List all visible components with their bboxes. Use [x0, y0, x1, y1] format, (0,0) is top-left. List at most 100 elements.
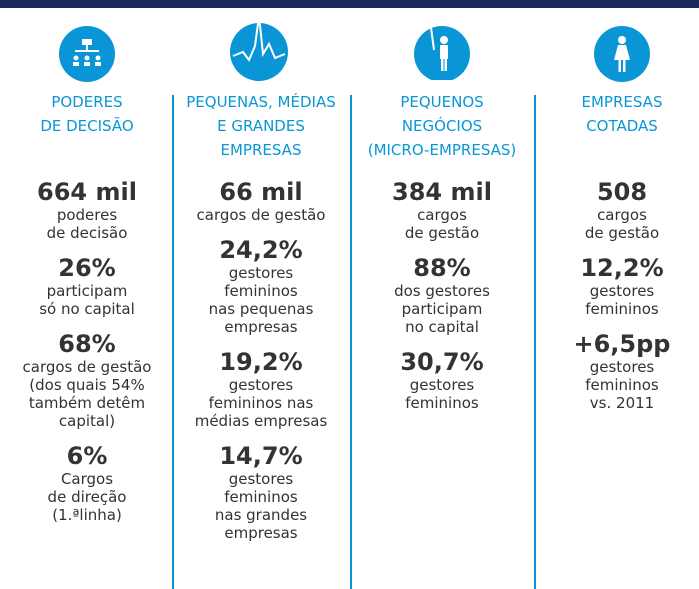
- desc-line: nas pequenas: [208, 300, 314, 318]
- desc-line: femininos: [585, 376, 659, 394]
- stat-desc: Cargos de direção (1.ªlinha): [0, 470, 175, 524]
- desc-line: dos gestores: [394, 282, 490, 300]
- desc-line: femininos: [585, 300, 659, 318]
- desc-line: também detêm: [28, 394, 146, 412]
- desc-line: de gestão: [584, 224, 660, 242]
- desc-line: capital): [58, 412, 116, 430]
- stat: 68% cargos de gestão (dos quais 54% também …: [0, 330, 175, 430]
- stat-value: 384 mil: [392, 178, 492, 206]
- stat-value: 6%: [66, 442, 108, 470]
- title-line: EMPRESAS: [581, 93, 663, 111]
- desc-line: (dos quais 54%: [29, 376, 145, 394]
- icon-chart: [230, 15, 288, 81]
- stat-desc: cargos de gestão: [173, 206, 349, 224]
- desc-line: femininos: [224, 488, 298, 506]
- desc-line: vs. 2011: [589, 394, 655, 412]
- desc-line: femininos nas: [208, 394, 314, 412]
- desc-line: empresas: [224, 524, 298, 542]
- desc-line: empresas: [224, 318, 298, 336]
- desc-line: gestores: [228, 376, 294, 394]
- desc-line: femininos: [224, 282, 298, 300]
- stat-desc: cargos de gestão: [354, 206, 530, 242]
- stat-desc: gestores femininos nas grandes empresas: [173, 470, 349, 542]
- desc-line: gestores: [228, 264, 294, 282]
- desc-line: gestores: [409, 376, 475, 394]
- title-line: NEGÓCIOS: [401, 117, 483, 135]
- desc-line: gestores: [228, 470, 294, 488]
- stat: 66 mil cargos de gestão: [173, 178, 349, 224]
- stat-desc: gestores femininos vs. 2011: [534, 358, 699, 412]
- icon-woman: [594, 26, 650, 82]
- stat: 6% Cargos de direção (1.ªlinha): [0, 442, 175, 524]
- stat: 508 cargos de gestão: [534, 178, 699, 242]
- stat-desc: gestores femininos nas pequenas empresas: [173, 264, 349, 336]
- icon-decision: [59, 26, 115, 82]
- stat-value: 508: [596, 178, 648, 206]
- stat-value: 88%: [413, 254, 471, 282]
- desc-line: cargos: [597, 206, 647, 224]
- title-line: (MICRO-EMPRESAS): [367, 141, 517, 159]
- stat-desc: gestores femininos: [534, 282, 699, 318]
- column-title: PEQUENOS NEGÓCIOS (MICRO-EMPRESAS): [354, 90, 530, 162]
- stat-value: +6,5pp: [573, 330, 671, 358]
- stat-value: 14,7%: [219, 442, 303, 470]
- desc-line: de gestão: [404, 224, 480, 242]
- desc-line: cargos de gestão: [22, 358, 152, 376]
- stat: 19,2% gestores femininos nas médias empresa…: [173, 348, 349, 430]
- desc-line: gestores: [589, 282, 655, 300]
- stat: 24,2% gestores femininos nas pequenas empres…: [173, 236, 349, 336]
- desc-line: cargos: [417, 206, 467, 224]
- stat: 88% dos gestores participam no capital: [354, 254, 530, 336]
- title-line: E GRANDES: [217, 117, 305, 135]
- stats: 384 mil cargos de gestão 88% dos gestores par…: [354, 178, 530, 424]
- stat: 14,7% gestores femininos nas grandes empresa…: [173, 442, 349, 542]
- divider: [172, 95, 174, 589]
- stat-desc: gestores femininos: [354, 376, 530, 412]
- desc-line: femininos: [405, 394, 479, 412]
- desc-line: (1.ªlinha): [52, 506, 122, 524]
- stat-desc: cargos de gestão (dos quais 54% também det…: [0, 358, 175, 430]
- desc-line: de decisão: [46, 224, 128, 242]
- icon-person-flag: [414, 19, 470, 80]
- stat-value: 26%: [58, 254, 116, 282]
- stats: 66 mil cargos de gestão 24,2% gestores femin…: [173, 178, 349, 554]
- stat-value: 68%: [58, 330, 116, 358]
- title-line: DE DECISÃO: [40, 117, 134, 135]
- stat-value: 66 mil: [219, 178, 303, 206]
- column-title: EMPRESAS COTADAS: [534, 90, 699, 138]
- stat-desc: gestores femininos nas médias empresas: [173, 376, 349, 430]
- stat-value: 24,2%: [219, 236, 303, 264]
- desc-line: poderes: [56, 206, 118, 224]
- title-line: PODERES: [51, 93, 123, 111]
- title-line: PEQUENAS, MÉDIAS: [186, 93, 336, 111]
- divider: [534, 95, 536, 589]
- stat-desc: participam só no capital: [0, 282, 175, 318]
- stat-value: 19,2%: [219, 348, 303, 376]
- desc-line: cargos de gestão: [196, 206, 326, 224]
- top-bar: [0, 0, 699, 8]
- desc-line: médias empresas: [194, 412, 328, 430]
- stat: 384 mil cargos de gestão: [354, 178, 530, 242]
- stat: 30,7% gestores femininos: [354, 348, 530, 412]
- desc-line: gestores: [589, 358, 655, 376]
- stat: 26% participam só no capital: [0, 254, 175, 318]
- stat-value: 30,7%: [400, 348, 484, 376]
- desc-line: no capital: [405, 318, 479, 336]
- stat-value: 12,2%: [580, 254, 664, 282]
- stat-value: 664 mil: [37, 178, 137, 206]
- desc-line: nas grandes: [214, 506, 308, 524]
- desc-line: participam: [46, 282, 128, 300]
- divider: [350, 95, 352, 589]
- stats: 664 mil poderes de decisão 26% participam só …: [0, 178, 175, 536]
- column-title: PEQUENAS, MÉDIAS E GRANDES EMPRESAS: [173, 90, 349, 162]
- title-line: PEQUENOS: [400, 93, 484, 111]
- title-line: COTADAS: [586, 117, 658, 135]
- desc-line: só no capital: [39, 300, 135, 318]
- stats: 508 cargos de gestão 12,2% gestores femininos…: [534, 178, 699, 424]
- stat-desc: cargos de gestão: [534, 206, 699, 242]
- title-line: EMPRESAS: [220, 141, 302, 159]
- stat: 12,2% gestores femininos: [534, 254, 699, 318]
- desc-line: de direção: [47, 488, 127, 506]
- stat-desc: dos gestores participam no capital: [354, 282, 530, 336]
